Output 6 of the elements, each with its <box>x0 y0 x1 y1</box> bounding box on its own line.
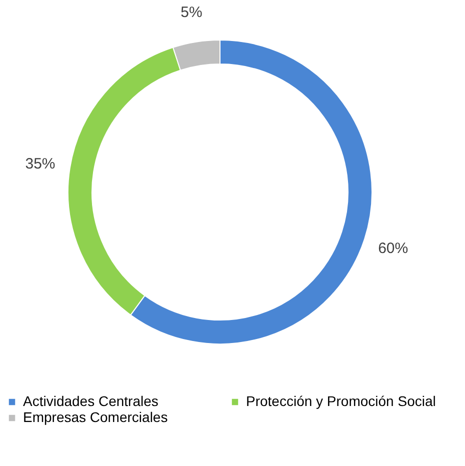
data-label: 5% <box>180 4 202 22</box>
legend-label: Protección y Promoción Social <box>246 393 436 409</box>
data-label: 35% <box>25 156 56 173</box>
legend-label: Empresas Comerciales <box>23 409 168 425</box>
legend-label: Actividades Centrales <box>23 393 158 409</box>
data-label: 60% <box>378 240 408 258</box>
